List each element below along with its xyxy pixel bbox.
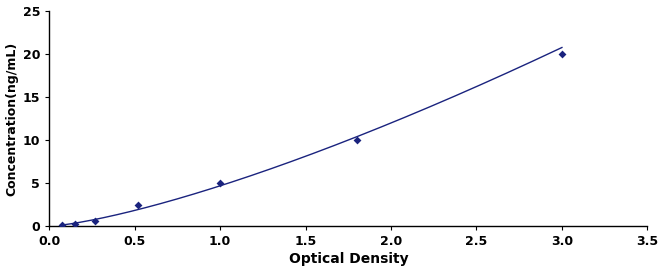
X-axis label: Optical Density: Optical Density [288,252,408,267]
Point [70,221,80,226]
Point [351,138,362,142]
Point [56,223,67,227]
Y-axis label: Concentration(ng/mL): Concentration(ng/mL) [5,41,19,196]
Point [90,219,101,223]
Point [556,51,567,56]
Point [215,181,226,185]
Point [133,203,143,207]
